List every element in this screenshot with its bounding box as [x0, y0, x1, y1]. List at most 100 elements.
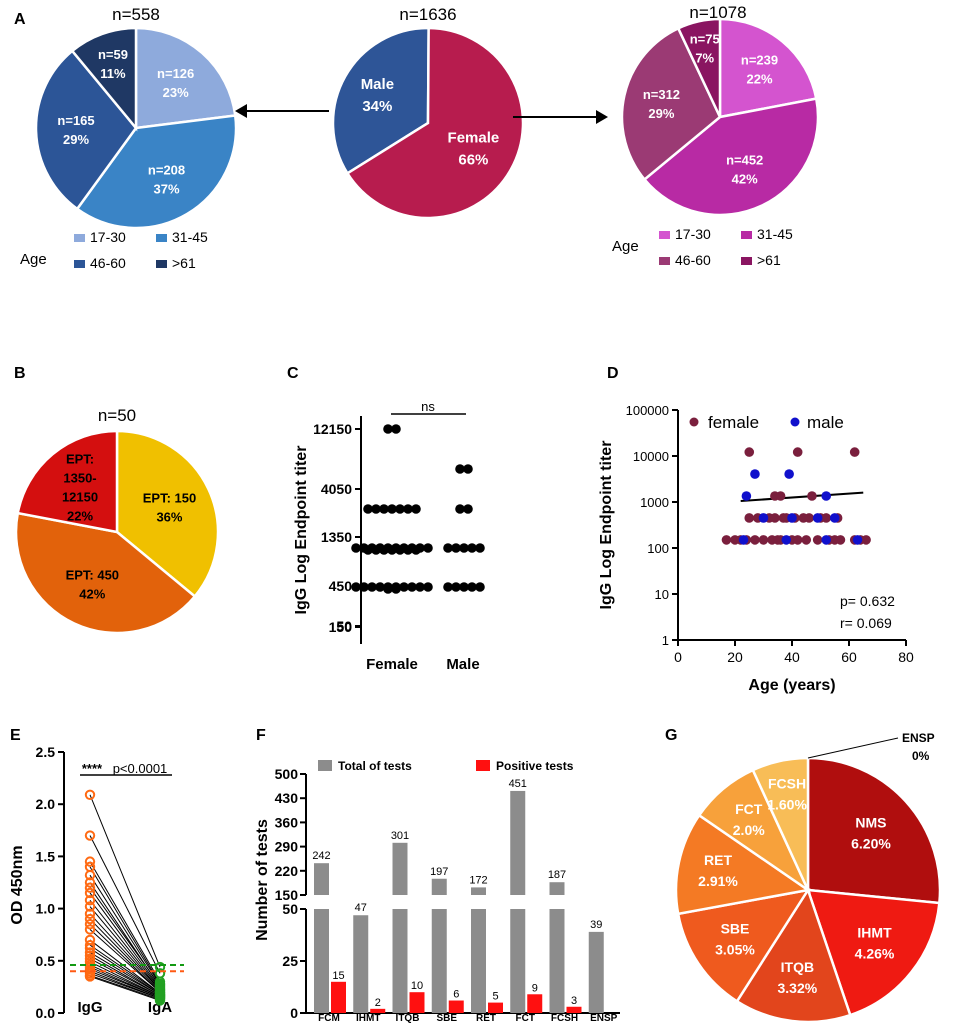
d-xtick-label-1: 20 — [727, 649, 743, 665]
f-bar-total-label-ihmt: 47 — [355, 902, 367, 914]
d-y-axis-label: IgG Log Endpoint titer — [598, 441, 615, 610]
legend-label-3: >61 — [172, 255, 196, 271]
f-bar-total-label-fcm: 242 — [312, 850, 330, 862]
f-bar-total-fcsh-upper — [549, 882, 565, 895]
f-ytick-lower-label-2: 50 — [282, 901, 298, 917]
pie-label-age-17-30-line-0: n=126 — [157, 66, 194, 81]
pie-label-age-31-45-line-1: 42% — [732, 172, 758, 187]
f-ytick-upper-label-2: 290 — [275, 839, 299, 855]
f-bar-positive-label-ihmt: 2 — [375, 997, 381, 1009]
c-dot-male-450 — [475, 543, 485, 553]
d-point-female — [835, 535, 846, 545]
f-x-label-fct: FCT — [516, 1013, 535, 1023]
pie-slice-ret — [674, 813, 812, 916]
d-xtick-label-2: 40 — [784, 649, 800, 665]
c-dot-female-150 — [423, 582, 433, 592]
c-x-label-female: Female — [366, 656, 418, 673]
pie-label-age-46-60-line-0: n=165 — [57, 113, 94, 128]
d-legend-female: female — [708, 413, 759, 432]
pie-label-age-31-45-line-1: 37% — [154, 182, 180, 197]
pie-label-age-17-30-line-0: n=239 — [741, 52, 778, 67]
e-pair-line — [89, 913, 161, 991]
pie-slice-fcsh — [751, 756, 810, 891]
f-bar-positive-label-fct: 9 — [532, 982, 538, 994]
c-dot-male-450 — [443, 543, 453, 553]
f-bar-positive-itqb — [409, 992, 425, 1013]
d-ytick-label-3: 100 — [647, 541, 669, 556]
e-point-igg — [84, 877, 96, 888]
c-dot-female-1350 — [395, 504, 405, 514]
f-bar-positive-ret — [488, 1002, 503, 1013]
d-point-female — [744, 513, 755, 523]
f-x-label-fcsh: FCSH — [551, 1013, 578, 1023]
e-pair-line — [89, 794, 161, 968]
arrow-to-male-head — [235, 104, 247, 118]
arrow-to-female-head — [596, 110, 608, 124]
pie-label-ept-150-line-0: EPT: 150 — [143, 490, 196, 505]
d-point-female — [801, 535, 812, 545]
c-dot-female-150 — [407, 582, 417, 592]
pie-label-fcsh-line-1: 1.60% — [767, 797, 807, 813]
e-pair-line — [89, 899, 161, 990]
d-point-female — [792, 535, 803, 545]
f-bar-total-itqb-upper — [392, 842, 408, 895]
d-point-female — [770, 513, 780, 523]
f-bar-positive-label-fcsh: 3 — [571, 995, 577, 1007]
legend-swatch-2 — [74, 260, 85, 268]
d-xtick-label-0: 0 — [674, 649, 682, 665]
pie-label-age-46-60-line-1: 29% — [648, 106, 674, 121]
pie-slice-itqb — [735, 887, 852, 1023]
f-bar-total-fct-upper — [510, 790, 526, 895]
c-dot-female-1350 — [403, 504, 413, 514]
d-point-male — [812, 513, 823, 523]
c-dot-male-150 — [451, 582, 461, 592]
c-dot-female-450 — [363, 545, 373, 555]
c-dot-female-150 — [351, 582, 361, 592]
g-ensp-label: ENSP — [902, 731, 935, 745]
panel-b: Bn=50 EPT: 150 36% EPT: 450 42% EPT: 1350- 1215… — [14, 365, 220, 635]
legend-label-2: 46-60 — [90, 255, 126, 271]
panel-letter-e: E — [10, 727, 21, 744]
pie-label-ept-450-line-0: EPT: 450 — [66, 568, 119, 583]
f-bar-total-label-sbe: 197 — [430, 866, 448, 878]
d-point-male — [758, 513, 769, 523]
d-point-male — [784, 469, 794, 479]
pie-label-ept-1350-12150-line-3: 22% — [67, 508, 93, 523]
d-point-male — [829, 513, 840, 523]
f-bar-total-label-fct: 451 — [509, 778, 527, 790]
pie-label-age-31-45-line-0: n=452 — [726, 153, 763, 168]
c-dot-female-150 — [375, 582, 385, 592]
e-pair-line — [89, 964, 161, 997]
c-ytick-label-5: 50 — [336, 618, 352, 634]
f-bar-positive-fcsh — [566, 1006, 582, 1013]
e-pair-line — [89, 929, 161, 993]
pie-label-sbe-line-0: SBE — [721, 921, 750, 937]
f-bar-total-label-ensp: 39 — [590, 919, 602, 931]
legend-swatch-1 — [156, 234, 167, 242]
panel-letter-c: C — [287, 365, 299, 382]
f-legend-positive-swatch — [476, 760, 490, 771]
d-ytick-label-0: 100000 — [626, 403, 669, 418]
d-point-female — [750, 535, 760, 545]
d-point-male — [738, 535, 749, 545]
d-xtick-label-3: 60 — [841, 649, 857, 665]
panel-letter-a: A — [14, 11, 26, 28]
pie-label-ret-line-1: 2.91% — [698, 873, 738, 889]
c-dot-female-12150 — [391, 424, 401, 434]
d-trend-line — [740, 491, 864, 503]
c-dot-male-150 — [467, 582, 477, 592]
e-ytick-label-3: 1.5 — [36, 848, 56, 864]
pie-label-age-over-61-line-1: 7% — [695, 51, 714, 66]
f-bar-total-ihmt — [353, 915, 369, 1013]
e-pair-line — [89, 906, 161, 991]
f-legend-total: Total of tests — [338, 759, 412, 773]
panel-letter-b: B — [14, 365, 26, 382]
f-x-label-ret: RET — [476, 1013, 496, 1023]
pie-label-female-line-0: Female — [448, 130, 500, 147]
pie-label-sbe-line-1: 3.05% — [715, 942, 755, 958]
c-dot-female-450 — [423, 543, 433, 553]
e-pvalue: p<0.0001 — [113, 761, 168, 776]
f-bar-positive-fct — [527, 994, 543, 1013]
e-point-igg — [84, 924, 96, 935]
pie-label-ept-1350-12150-line-1: 1350- — [63, 470, 96, 485]
